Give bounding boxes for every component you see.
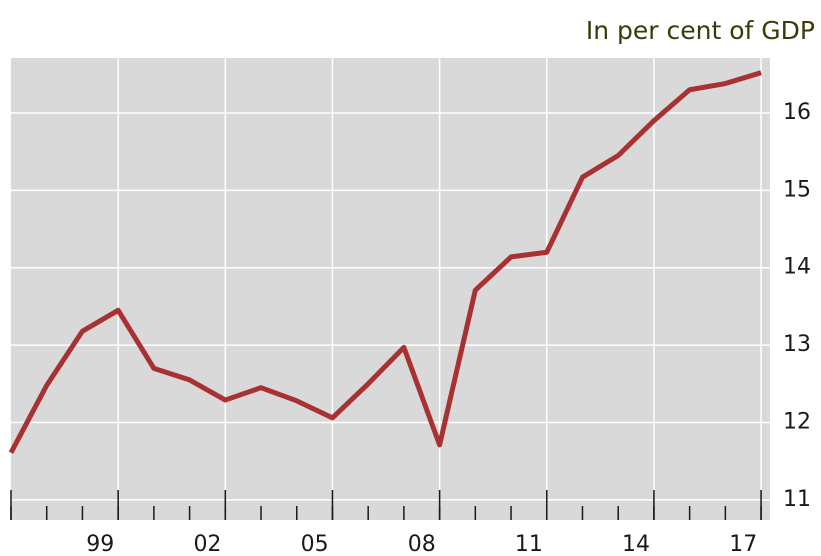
x-tick-label: 17 [729, 532, 757, 556]
x-tick-label: 14 [622, 532, 650, 556]
x-tick-label: 02 [193, 532, 221, 556]
y-tick-label: 16 [783, 100, 811, 125]
y-tick-label: 11 [783, 487, 811, 512]
x-tick-label: 99 [86, 532, 114, 556]
y-tick-label: 12 [783, 409, 811, 434]
plot-background [11, 58, 770, 520]
y-tick-label: 15 [783, 177, 811, 202]
x-tick-label: 05 [301, 532, 329, 556]
y-tick-label: 14 [783, 255, 811, 280]
x-tick-label: 08 [408, 532, 436, 556]
y-tick-label: 13 [783, 332, 811, 357]
x-tick-label: 11 [515, 532, 543, 556]
chart-title: In per cent of GDP [586, 16, 815, 45]
line [8, 70, 762, 454]
